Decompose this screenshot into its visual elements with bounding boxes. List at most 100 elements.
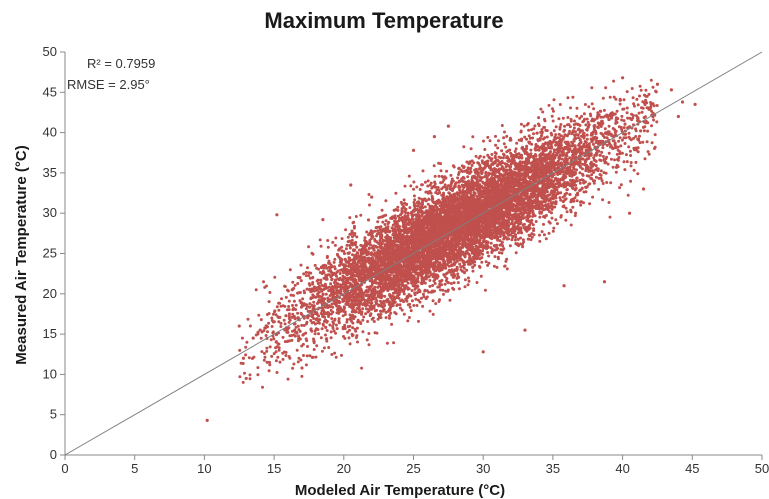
data-point bbox=[347, 251, 351, 255]
data-point bbox=[270, 354, 274, 358]
data-point bbox=[248, 324, 252, 328]
data-point bbox=[264, 334, 268, 337]
data-point bbox=[494, 143, 498, 147]
data-point bbox=[402, 312, 406, 316]
data-point bbox=[538, 239, 542, 243]
data-point bbox=[274, 313, 278, 317]
data-point bbox=[565, 210, 569, 214]
y-tick-label: 10 bbox=[43, 366, 57, 381]
data-point bbox=[288, 268, 292, 272]
data-point bbox=[608, 95, 612, 99]
data-point bbox=[645, 94, 649, 98]
data-point bbox=[423, 205, 427, 209]
data-point bbox=[602, 108, 606, 112]
x-tick-label: 40 bbox=[615, 461, 629, 476]
y-tick-label: 15 bbox=[43, 326, 57, 341]
data-point bbox=[503, 227, 507, 231]
data-point bbox=[413, 284, 416, 288]
data-point bbox=[317, 332, 320, 336]
data-point bbox=[480, 260, 484, 264]
data-point bbox=[525, 137, 529, 141]
data-point bbox=[392, 236, 396, 240]
data-point bbox=[638, 134, 641, 138]
data-point bbox=[329, 330, 333, 334]
data-point bbox=[644, 98, 648, 102]
data-point bbox=[559, 214, 563, 218]
data-point bbox=[326, 245, 330, 249]
data-point bbox=[344, 260, 348, 264]
x-tick-label: 45 bbox=[685, 461, 699, 476]
data-point bbox=[652, 118, 656, 122]
data-point bbox=[636, 116, 639, 120]
data-point bbox=[409, 309, 413, 313]
data-point bbox=[592, 181, 596, 185]
data-point bbox=[573, 147, 577, 151]
data-point bbox=[632, 168, 636, 172]
data-point bbox=[523, 135, 527, 139]
data-point bbox=[574, 211, 578, 215]
data-point bbox=[287, 355, 291, 358]
data-point bbox=[483, 148, 487, 151]
data-point bbox=[633, 104, 636, 108]
data-point bbox=[575, 168, 579, 172]
data-point bbox=[262, 352, 266, 355]
data-point bbox=[302, 354, 305, 357]
data-point bbox=[500, 149, 504, 153]
data-point bbox=[599, 169, 603, 173]
data-point bbox=[420, 203, 424, 207]
data-point bbox=[493, 255, 497, 259]
data-point bbox=[534, 145, 538, 149]
data-point bbox=[484, 170, 488, 174]
data-point bbox=[628, 149, 632, 153]
data-point bbox=[552, 179, 556, 183]
data-point bbox=[541, 110, 545, 114]
data-point bbox=[463, 278, 467, 282]
data-point bbox=[575, 199, 579, 203]
data-point bbox=[278, 315, 282, 319]
data-point bbox=[514, 147, 518, 151]
data-point bbox=[344, 228, 348, 232]
y-tick-label: 25 bbox=[43, 246, 57, 261]
data-point bbox=[324, 326, 328, 329]
data-point bbox=[318, 238, 322, 242]
data-point bbox=[445, 169, 449, 173]
data-point bbox=[396, 214, 400, 218]
data-point bbox=[296, 311, 300, 315]
data-point bbox=[383, 294, 387, 298]
data-point bbox=[442, 292, 445, 296]
data-point bbox=[387, 314, 391, 318]
data-point bbox=[519, 242, 523, 246]
data-point bbox=[439, 169, 443, 173]
data-point bbox=[612, 95, 616, 99]
data-point bbox=[545, 135, 549, 139]
x-tick-label: 15 bbox=[267, 461, 281, 476]
data-point bbox=[647, 92, 651, 96]
data-point bbox=[601, 96, 605, 100]
data-point bbox=[583, 103, 587, 106]
data-point bbox=[356, 302, 360, 306]
data-point bbox=[643, 157, 647, 161]
data-point bbox=[287, 299, 291, 303]
data-point bbox=[641, 140, 645, 144]
data-point bbox=[506, 164, 510, 168]
data-point bbox=[300, 323, 304, 327]
data-point bbox=[350, 229, 354, 233]
data-point bbox=[413, 198, 417, 202]
data-point bbox=[504, 145, 508, 149]
data-point bbox=[519, 122, 523, 126]
y-tick-label: 50 bbox=[43, 44, 57, 59]
data-point bbox=[281, 357, 285, 361]
data-point bbox=[410, 279, 414, 283]
data-point bbox=[256, 373, 260, 377]
chart-title: Maximum Temperature bbox=[264, 8, 503, 33]
data-point bbox=[345, 318, 349, 322]
data-point bbox=[358, 320, 362, 324]
data-point bbox=[501, 248, 505, 252]
data-point bbox=[624, 153, 628, 157]
data-point bbox=[581, 162, 585, 166]
y-tick-label: 20 bbox=[43, 286, 57, 301]
data-point bbox=[280, 297, 283, 301]
data-point bbox=[321, 322, 325, 326]
data-point bbox=[260, 350, 264, 354]
data-point bbox=[265, 346, 269, 350]
